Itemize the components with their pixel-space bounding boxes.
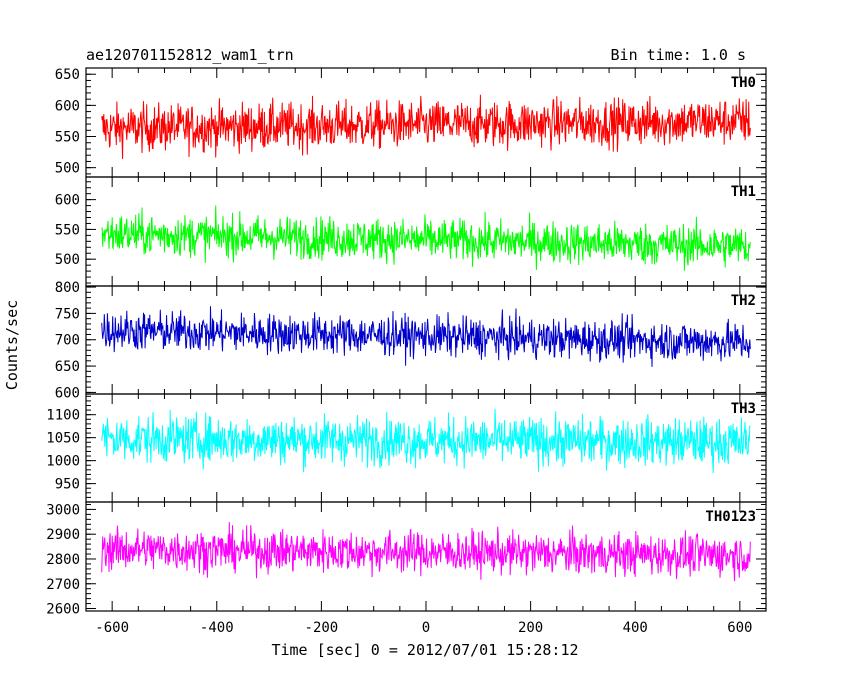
y-tick-label: 2800 [46, 552, 80, 568]
panel-th3: 950 1000 1050 1100 TH3 [46, 393, 767, 503]
y-tick-label: 600 [55, 385, 80, 401]
series-th1 [101, 205, 751, 271]
series-th0123 [101, 521, 751, 582]
series-th0 [101, 94, 751, 160]
x-axis: -600 -400 -200 0 200 400 600 [95, 620, 752, 636]
x-tick-label: 600 [727, 620, 752, 636]
y-tick-label: 1100 [46, 408, 80, 424]
x-tick-label: 0 [422, 620, 430, 636]
panel-label-th0123: TH0123 [705, 509, 756, 525]
x-axis-label: Time [sec] 0 = 2012/07/01 15:28:12 [271, 641, 578, 659]
y-tick-label: 650 [55, 67, 80, 83]
y-tick-label: 500 [55, 161, 80, 177]
panel-th0123: 2600 2700 2800 2900 3000 TH0123 [46, 501, 767, 618]
y-tick-label: 1050 [46, 431, 80, 447]
panel-label-th2: TH2 [731, 293, 756, 309]
y-tick-label: 550 [55, 130, 80, 146]
x-tick-label: 200 [518, 620, 543, 636]
y-tick-label: 750 [55, 306, 80, 322]
x-tick-label: 400 [623, 620, 648, 636]
bin-time-label: Bin time: 1.0 s [611, 46, 746, 64]
chart-title: ae120701152812_wam1_trn [86, 46, 294, 64]
series-th2 [101, 306, 751, 367]
panel-label-th1: TH1 [731, 184, 756, 200]
y-tick-label: 950 [55, 477, 80, 493]
y-axis-label: Counts/sec [3, 300, 21, 390]
y-tick-label: 2600 [46, 602, 80, 618]
panel-th1: 500 550 600 TH1 [55, 176, 767, 287]
y-tick-label: 550 [55, 222, 80, 238]
y-tick-label: 600 [55, 98, 80, 114]
y-tick-label: 3000 [46, 502, 80, 518]
panel-label-th0: TH0 [731, 75, 756, 91]
y-tick-label: 650 [55, 359, 80, 375]
y-tick-label: 1000 [46, 454, 80, 470]
x-tick-label: -200 [305, 620, 339, 636]
x-tick-label: -400 [200, 620, 234, 636]
y-tick-label: 2700 [46, 577, 80, 593]
panel-th2: 600 650 700 750 800 TH2 [55, 280, 767, 401]
panels-group: 500 550 600 650 TH0 500 550 600 TH1 600 650 700 750 8… [46, 67, 767, 618]
series-th3 [101, 408, 751, 474]
panel-th0: 500 550 600 650 TH0 [55, 67, 767, 178]
x-tick-label: -600 [95, 620, 129, 636]
y-tick-label: 2900 [46, 527, 80, 543]
y-tick-label: 600 [55, 193, 80, 209]
y-tick-label: 700 [55, 333, 80, 349]
panel-label-th3: TH3 [731, 401, 756, 417]
y-tick-label: 500 [55, 252, 80, 268]
y-tick-label: 800 [55, 280, 80, 296]
